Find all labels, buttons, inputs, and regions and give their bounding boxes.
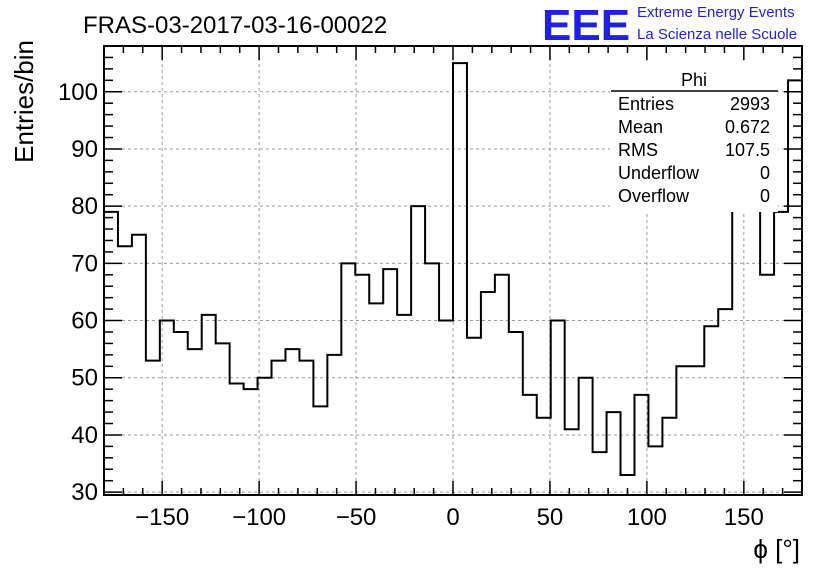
histogram-bin	[718, 309, 732, 495]
histogram-bin	[132, 235, 146, 495]
histogram-bin	[216, 343, 230, 495]
histogram-bin	[188, 349, 202, 495]
stats-box: Phi Entries 2993 Mean 0.672 RMS 107.5 Underflo…	[610, 62, 778, 212]
histogram-bin	[272, 361, 286, 495]
x-tick-label: 150	[724, 504, 764, 531]
stats-row-label: Overflow	[618, 186, 690, 206]
stats-row-value: 0	[760, 163, 770, 183]
histogram-bin	[662, 418, 676, 495]
y-tick-label: 90	[71, 136, 98, 163]
y-tick-label: 60	[71, 308, 98, 335]
histogram-bin	[495, 275, 509, 495]
x-tick-label: 0	[446, 504, 459, 531]
stats-row-value: 0	[760, 186, 770, 206]
histogram-bin	[467, 338, 481, 495]
histogram-bin	[174, 332, 188, 495]
histogram-bin	[327, 355, 341, 495]
stats-row-value: 0.672	[725, 117, 770, 137]
histogram-bin	[369, 303, 383, 495]
histogram-bin	[425, 263, 439, 495]
histogram-bin	[453, 63, 467, 495]
stats-row-label: Entries	[618, 94, 674, 114]
y-axis-label: Entries/bin	[9, 40, 39, 163]
logo-line-2: La Scienza nelle Scuole	[637, 26, 797, 43]
tick-labels: −150 −100 −50 0 50 100 150 30 40 50 60 70 80 90 100	[58, 79, 764, 531]
y-tick-label: 100	[58, 79, 98, 106]
histogram-bin	[537, 418, 551, 495]
histogram-outline	[104, 62, 802, 476]
histogram-bin	[788, 80, 802, 495]
x-tick-label: −150	[135, 504, 189, 531]
histogram-bin	[565, 429, 579, 495]
histogram-bin	[160, 321, 174, 495]
histogram-bin	[411, 206, 425, 495]
y-tick-label: 50	[71, 365, 98, 392]
stats-row-value: 2993	[730, 94, 770, 114]
stats-title: Phi	[681, 70, 707, 90]
histogram-bin	[760, 275, 774, 495]
histogram-bin	[481, 292, 495, 495]
histogram-bin	[258, 378, 272, 495]
histogram-bin	[579, 378, 593, 495]
histogram-bin	[313, 406, 327, 495]
chart-title: FRAS-03-2017-03-16-00022	[83, 12, 387, 39]
x-tick-label: 50	[537, 504, 564, 531]
stats-row-label: Underflow	[618, 163, 700, 183]
histogram-bin	[146, 361, 160, 495]
histogram-bin	[285, 349, 299, 495]
histogram-bin	[732, 178, 746, 495]
histogram-bin	[690, 366, 704, 495]
histogram-bin	[551, 321, 565, 495]
histogram-bin	[397, 315, 411, 495]
histogram-bin	[230, 383, 244, 495]
histogram-bin	[607, 412, 621, 495]
histogram-bin	[244, 389, 258, 495]
histogram-bin	[299, 361, 313, 495]
histogram-bin	[634, 395, 648, 495]
histogram-bin	[118, 246, 132, 495]
histogram-bin	[104, 212, 118, 495]
y-tick-label: 80	[71, 193, 98, 220]
histogram-bin	[774, 212, 788, 495]
x-tick-label: −100	[232, 504, 286, 531]
histogram-bin	[355, 275, 369, 495]
histogram-bin	[202, 315, 216, 495]
histogram-bin	[439, 321, 453, 495]
x-tick-label: −50	[336, 504, 377, 531]
stats-row-label: RMS	[618, 140, 658, 160]
histogram-bin	[509, 332, 523, 495]
eee-logo: EEE	[542, 1, 630, 50]
y-tick-label: 70	[71, 250, 98, 277]
stats-row-value: 107.5	[725, 140, 770, 160]
histogram-bin	[341, 263, 355, 495]
histogram-bin	[676, 366, 690, 495]
histogram-bin	[383, 269, 397, 495]
histogram-bin	[704, 326, 718, 495]
histogram-bin	[593, 452, 607, 495]
x-axis-label: ϕ [°]	[753, 534, 800, 564]
histogram-bin	[746, 206, 760, 495]
histogram-bin	[648, 446, 662, 495]
histogram-bin	[523, 395, 537, 495]
axes	[103, 45, 803, 496]
x-tick-label: 100	[627, 504, 667, 531]
y-tick-label: 30	[71, 479, 98, 506]
histogram-bars	[104, 62, 802, 495]
logo-line-1: Extreme Energy Events	[637, 4, 795, 21]
stats-row-label: Mean	[618, 117, 663, 137]
y-tick-label: 40	[71, 422, 98, 449]
